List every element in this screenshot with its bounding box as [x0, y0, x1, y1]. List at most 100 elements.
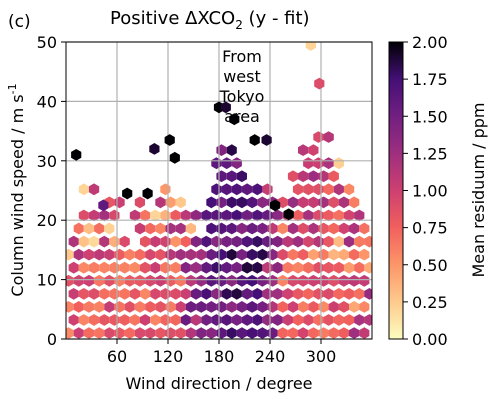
hexbin-cell	[308, 301, 319, 313]
hexbin-cell	[287, 248, 299, 261]
hexbin-cell	[190, 209, 202, 222]
hexbin-cell	[338, 196, 350, 209]
hexbin-cell	[180, 314, 191, 326]
hexbin-cell	[272, 314, 283, 326]
hexbin-cell	[333, 261, 344, 274]
hexbin-cell	[282, 235, 293, 248]
hexbin-cell	[328, 170, 339, 183]
colorbar-tick-label: 0.00	[412, 330, 448, 349]
annotation-line-2: west	[223, 67, 261, 86]
hexbin-cell	[83, 222, 95, 235]
hexbin-cell	[134, 327, 145, 339]
hexbin-cell	[292, 235, 304, 248]
x-tick-label: 60	[107, 347, 127, 366]
hexbin-cell	[354, 314, 365, 326]
hexbin-cell	[99, 261, 110, 274]
hexbin-cell	[104, 222, 115, 235]
hexbin-cell	[282, 261, 293, 274]
hexbin-cell	[134, 301, 145, 313]
hexbin-cell	[277, 222, 288, 235]
hexbin-cell	[155, 327, 166, 339]
hexbin-cell	[140, 209, 151, 222]
hexbin-cell	[242, 183, 253, 196]
hexbin-cell	[242, 261, 253, 274]
hexbin-cell	[298, 327, 309, 339]
hexbin-cell	[99, 235, 110, 248]
hexbin-cell	[134, 222, 145, 235]
hexbin-cell	[129, 314, 140, 326]
hexbin-cell	[308, 144, 319, 156]
hexbin-cell	[206, 222, 217, 235]
hexbin-cell	[170, 261, 181, 274]
hexbin-cell	[308, 274, 319, 287]
outlier-hexbin	[220, 101, 231, 114]
hexbin-cell	[328, 274, 339, 287]
y-tick-label: 0	[47, 330, 57, 349]
hexbin-cell	[170, 314, 181, 326]
hexbin-cell	[292, 183, 304, 196]
hexbin-cell	[206, 248, 217, 261]
hexbin-cell	[155, 196, 166, 209]
hexbin-cell	[170, 235, 181, 248]
hexbin-cell	[349, 196, 360, 209]
hexbin-cell	[343, 288, 355, 300]
hexbin-cell	[175, 327, 186, 339]
hexbin-cell	[66, 327, 74, 339]
hexbin-cell	[257, 222, 268, 235]
hexbin-cell	[226, 327, 237, 339]
colorbar-tick-label: 2.00	[412, 33, 448, 52]
hexbin-cell	[78, 261, 89, 274]
hexbin-cell	[190, 235, 202, 248]
annotation-line-4: area	[224, 107, 260, 126]
hexbin-cell	[298, 274, 309, 287]
hexbin-cell	[308, 196, 319, 209]
colorbar-tick-label: 1.50	[412, 107, 448, 126]
hexbin-cell	[119, 235, 130, 248]
hexbin-cell	[236, 327, 247, 339]
hexbin-cell	[196, 301, 207, 313]
hexbin-cell	[221, 314, 232, 326]
hexbin-cell	[190, 261, 202, 274]
hexbin-cell	[349, 248, 360, 261]
hexbin-cell	[155, 274, 166, 287]
hexbin-cell	[226, 222, 237, 235]
hexbin-cell	[73, 222, 84, 235]
hexbin-cell	[354, 288, 365, 300]
hexbin-cell	[333, 314, 344, 326]
hexbin-cell	[83, 327, 95, 339]
outlier-hexbin	[169, 151, 180, 164]
outlier-hexbin	[270, 199, 281, 212]
title-main: Positive ΔXCO	[110, 8, 235, 29]
hexbin-cell	[236, 301, 247, 313]
hexbin-cell	[231, 314, 242, 326]
hexbin-cell	[323, 288, 334, 300]
hexbin-cell	[140, 314, 151, 326]
x-axis: 60 120 180 240 300	[107, 339, 336, 366]
hexbin-cell	[150, 261, 161, 274]
hexbin-cell	[333, 209, 344, 222]
hexbin-cell	[180, 288, 191, 300]
hexbin-cell	[175, 274, 186, 287]
hexbin-cell	[343, 209, 355, 222]
hexbin-cell	[124, 248, 135, 261]
hexbin-cell	[257, 327, 268, 339]
hexbin-cell	[226, 196, 237, 209]
hexbin-cell	[185, 248, 196, 261]
hexbin-cell	[78, 288, 89, 300]
hexbin-cell	[323, 131, 334, 143]
hexbin-cell	[119, 314, 130, 326]
x-axis-label: Wind direction / degree	[125, 374, 312, 393]
hexbin-cell	[272, 235, 283, 248]
hexbin-cell	[343, 183, 355, 196]
hexbin-cell	[78, 209, 89, 222]
hexbin-cell	[231, 209, 242, 222]
hexbin-cell	[303, 314, 314, 326]
hexbin-cell	[252, 235, 263, 248]
colorbar-tick-label: 0.50	[412, 256, 448, 275]
hexbin-cell	[134, 274, 145, 287]
annotation-from-west-tokyo: From west Tokyo area	[219, 47, 265, 126]
hexbin-cell	[349, 274, 360, 287]
hexbin-cell	[190, 314, 202, 326]
annotation-line-1: From	[222, 47, 262, 66]
hexbin-cell	[303, 288, 314, 300]
